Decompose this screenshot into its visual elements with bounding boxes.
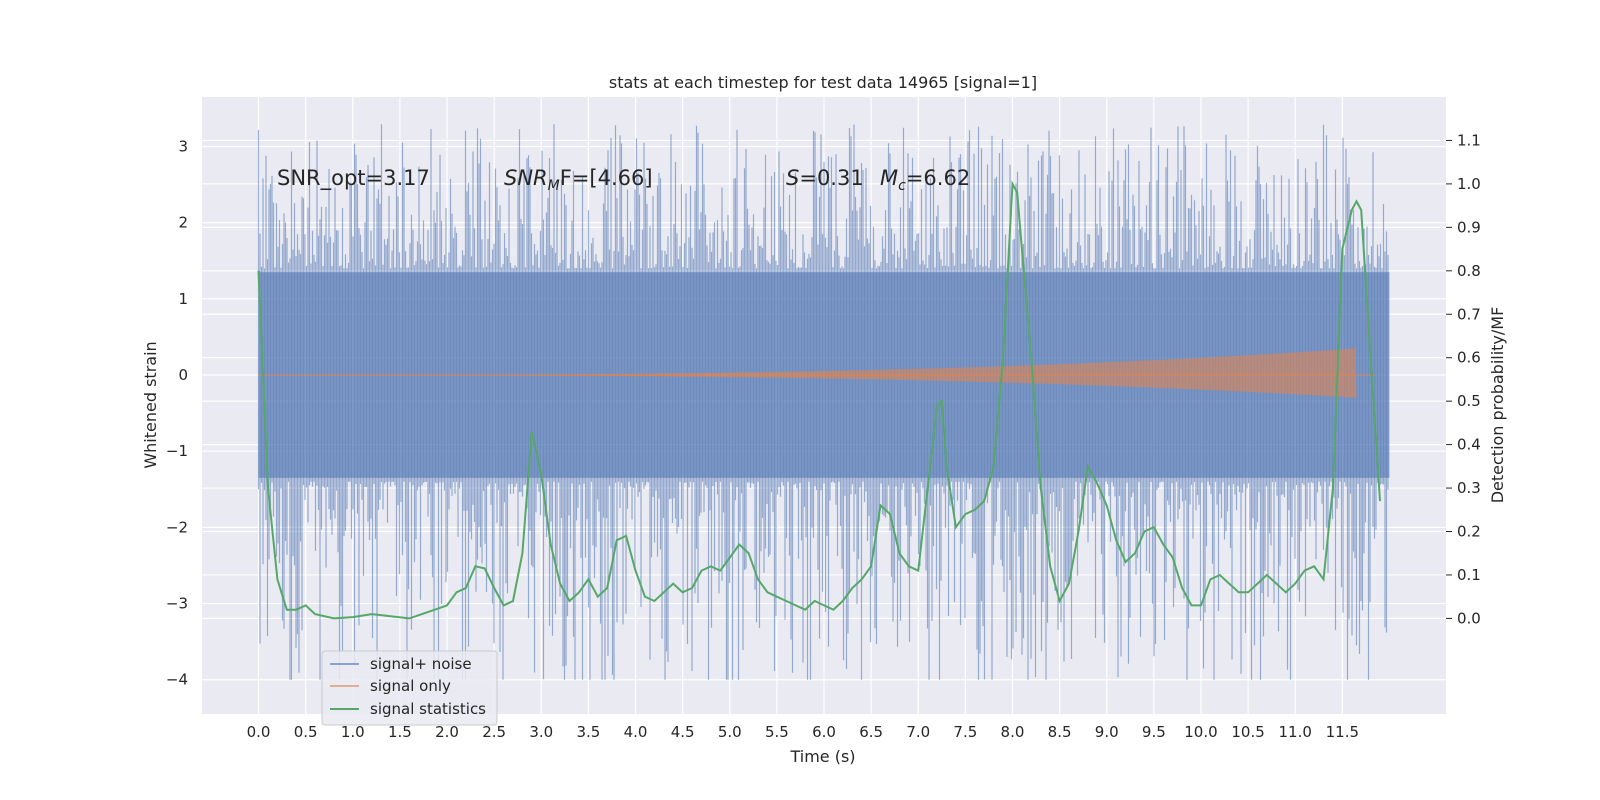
signal-statistics-series	[257, 180, 1381, 620]
annotation-snr-opt: SNR_opt=3.17	[277, 166, 430, 191]
legend-label-signal-plus-noise: signal+ noise	[370, 655, 472, 673]
x-tick-label: 8.5	[1048, 723, 1072, 741]
chirp-envelope	[258, 348, 1357, 398]
x-tick-label: 5.5	[765, 723, 789, 741]
x-tick-label: 11.5	[1326, 723, 1359, 741]
y-right-tick-label: 1.0	[1457, 175, 1481, 193]
x-tick-label: 9.5	[1142, 723, 1166, 741]
y-right-tick-label: 0.2	[1457, 523, 1481, 541]
y-left-tick-label: −3	[166, 595, 188, 613]
y-left-axis-ticks: 3 2 1 0 −1 −2 −3 −4	[166, 138, 188, 689]
annotation-s-rest: =0.31	[799, 166, 863, 190]
y-right-tick-label: 0.0	[1457, 609, 1481, 627]
annotation-mc-sub: c	[898, 178, 906, 194]
x-tick-label: 8.0	[1001, 723, 1025, 741]
x-tick-label: 2.0	[435, 723, 459, 741]
annotation-mc: Mc=6.62	[880, 166, 970, 194]
legend: signal+ noise signal only signal statist…	[321, 650, 498, 726]
y-left-tick-label: 2	[178, 214, 188, 232]
y-right-tick-label: 0.9	[1457, 218, 1481, 236]
y-right-axis-ticks: 1.1 1.0 0.9 0.8 0.7 0.6 0.5 0.4 0.3 0.2 0.1 0.0	[1446, 131, 1481, 627]
y-right-axis-title: Detection probability/MF	[1488, 307, 1507, 504]
y-left-tick-label: −2	[166, 518, 188, 536]
y-right-tick-label: 0.3	[1457, 479, 1481, 497]
chart-title: stats at each timestep for test data 149…	[609, 73, 1037, 92]
x-axis-title: Time (s)	[789, 747, 855, 766]
y-left-tick-label: −1	[166, 442, 188, 460]
x-tick-label: 3.0	[529, 723, 553, 741]
annotation-s-main: S	[786, 166, 799, 190]
y-left-axis-title: Whitened strain	[141, 341, 160, 468]
y-right-tick-label: 0.8	[1457, 262, 1481, 280]
annotation-mc-rest: =6.62	[906, 166, 970, 190]
x-tick-label: 3.5	[576, 723, 600, 741]
annotation-snr-mf: SNRMF=[4.66]	[504, 166, 653, 194]
x-tick-label: 4.0	[624, 723, 648, 741]
y-right-tick-label: 0.6	[1457, 349, 1481, 367]
annotation-s: S=0.31	[786, 166, 864, 190]
x-tick-label: 9.0	[1095, 723, 1119, 741]
y-left-tick-label: 3	[178, 138, 188, 156]
x-tick-label: 10.0	[1184, 723, 1217, 741]
y-right-tick-label: 0.5	[1457, 392, 1481, 410]
x-tick-label: 4.5	[671, 723, 695, 741]
y-right-tick-label: 0.7	[1457, 305, 1481, 323]
y-right-tick-label: 0.1	[1457, 566, 1481, 584]
y-left-tick-label: 1	[178, 290, 188, 308]
x-axis-ticks: 0.0 0.5 1.0 1.5 2.0 2.5 3.0 3.5 4.0 4.5 5.0 5.5 6.0 6…	[247, 723, 1359, 741]
x-tick-label: 1.5	[388, 723, 412, 741]
x-tick-label: 7.0	[906, 723, 930, 741]
annotation-mc-main: M	[880, 166, 898, 190]
legend-label-signal-only: signal only	[370, 677, 451, 695]
y-left-tick-label: 0	[178, 366, 188, 384]
noise-spikes	[257, 124, 1389, 680]
x-tick-label: 1.0	[341, 723, 365, 741]
annotation-snr-mf-sub: M	[548, 178, 560, 194]
x-tick-label: 7.5	[953, 723, 977, 741]
x-tick-label: 0.5	[294, 723, 318, 741]
x-tick-label: 0.0	[247, 723, 271, 741]
legend-label-signal-statistics: signal statistics	[370, 700, 486, 718]
annotation-snr-mf-rest: F=[4.66]	[560, 166, 653, 190]
figure: 0.0 0.5 1.0 1.5 2.0 2.5 3.0 3.5 4.0 4.5 5.0 5.5 6.0 6…	[141, 73, 1507, 766]
x-tick-label: 6.5	[859, 723, 883, 741]
x-tick-label: 5.0	[718, 723, 742, 741]
x-tick-label: 10.5	[1231, 723, 1264, 741]
signal-only-series	[258, 348, 1376, 398]
y-right-tick-label: 1.1	[1457, 131, 1481, 149]
x-tick-label: 2.5	[482, 723, 506, 741]
x-tick-label: 11.0	[1279, 723, 1312, 741]
legend-box	[321, 650, 498, 726]
annotation-snr-mf-main: SNR	[504, 166, 548, 190]
y-left-tick-label: −4	[166, 671, 188, 689]
signal-statistics-line	[257, 180, 1381, 620]
x-tick-label: 6.0	[812, 723, 836, 741]
y-right-tick-label: 0.4	[1457, 436, 1481, 454]
